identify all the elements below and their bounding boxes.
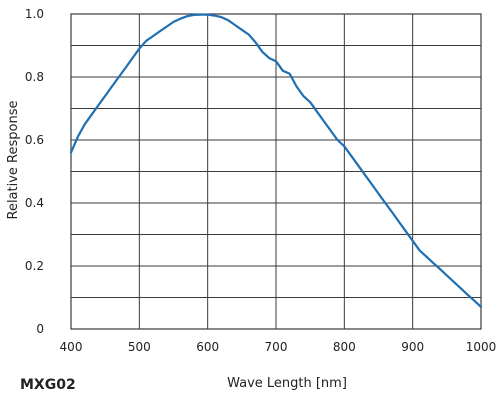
model-label: MXG02 [20, 377, 76, 393]
x-tick-labels: 400 500 600 700 800 900 1000 [60, 340, 497, 354]
x-tick-label: 700 [265, 340, 288, 354]
y-tick-label: 0.2 [25, 259, 44, 273]
x-tick-label: 1000 [466, 340, 497, 354]
response-curve [69, 13, 483, 308]
y-tick-label: 0.4 [25, 196, 44, 210]
x-tick-label: 800 [333, 340, 356, 354]
x-tick-label: 900 [401, 340, 424, 354]
horizontal-gridlines [71, 45, 481, 298]
y-tick-label: 1.0 [25, 7, 44, 21]
y-tick-label: 0.6 [25, 133, 44, 147]
y-axis-label: Relative Response [6, 101, 21, 220]
x-tick-label: 400 [60, 340, 83, 354]
x-tick-label: 500 [128, 340, 151, 354]
plot-frame [70, 13, 482, 330]
x-axis-label: Wave Length [nm] [227, 376, 347, 391]
y-tick-labels: 0 0.2 0.4 0.6 0.8 1.0 [25, 7, 44, 336]
x-tick-label: 600 [196, 340, 219, 354]
y-tick-label: 0.8 [25, 70, 44, 84]
y-tick-label: 0 [36, 322, 44, 336]
